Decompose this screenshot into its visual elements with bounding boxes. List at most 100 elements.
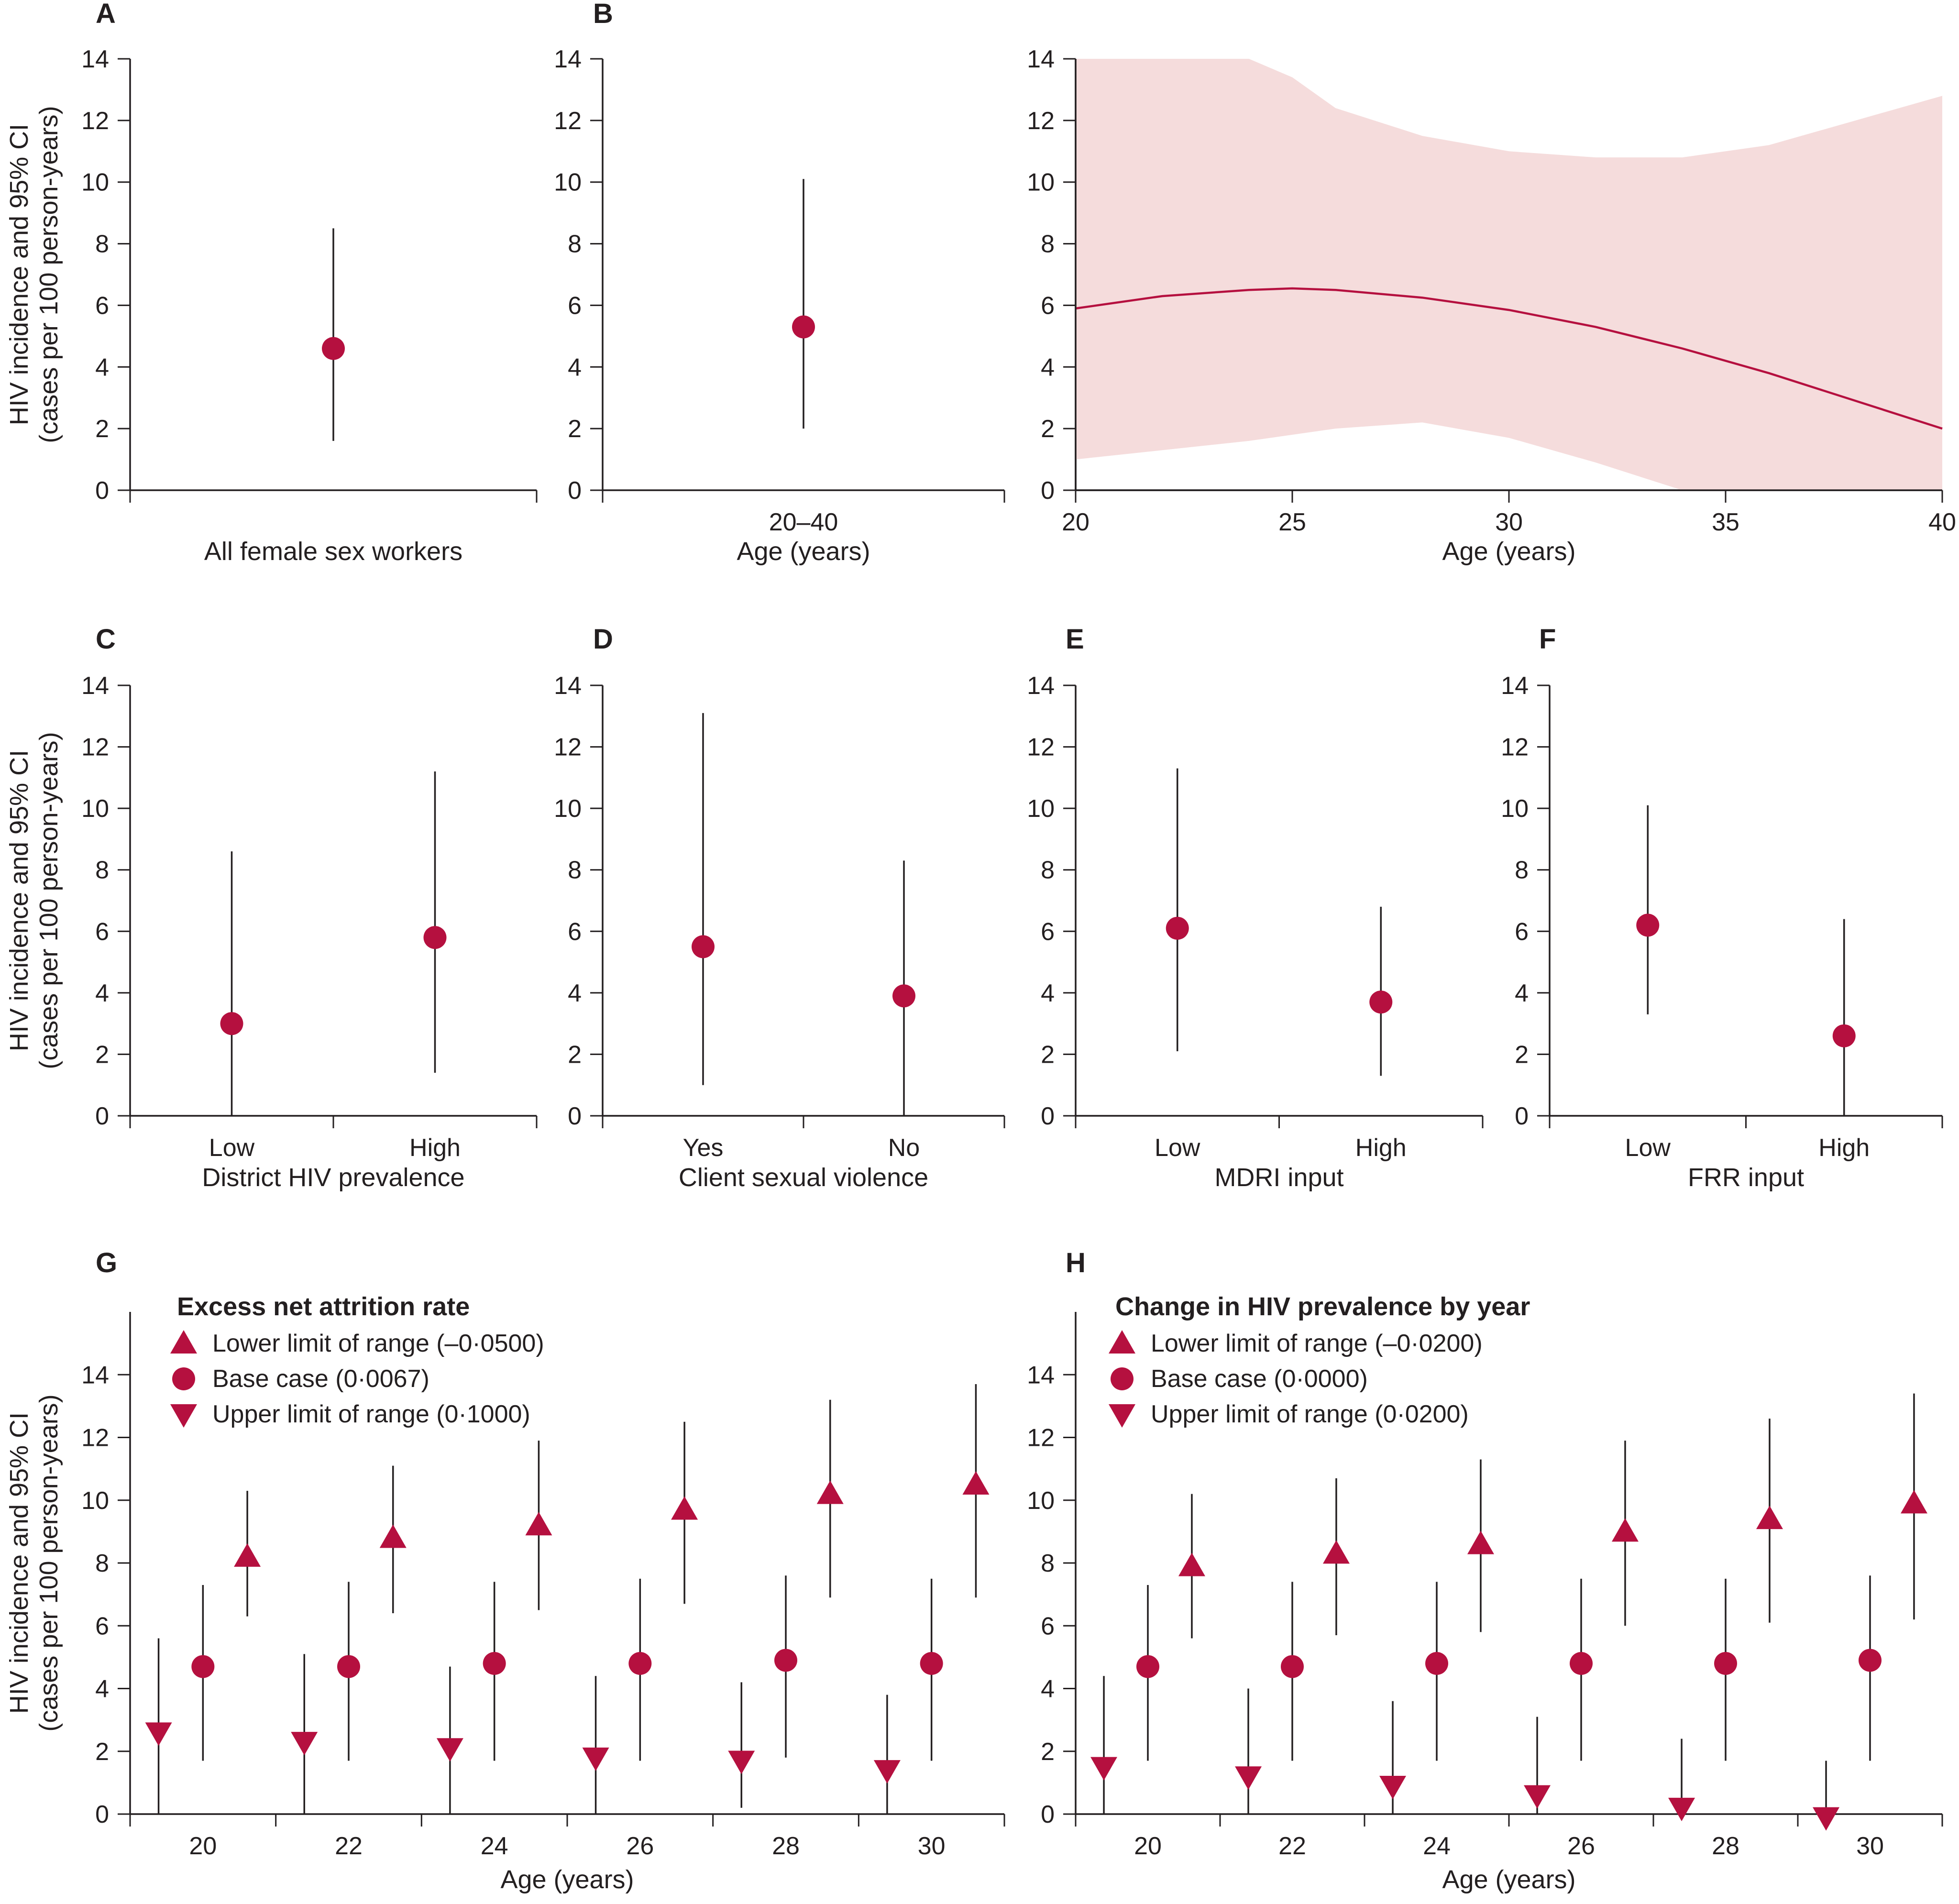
data-point-circle — [792, 315, 815, 339]
x-tick-label: 30 — [1856, 1832, 1884, 1860]
y-tick-label: 8 — [568, 857, 582, 884]
y-tick-label: 2 — [1041, 1738, 1055, 1766]
x-tick-label: 30 — [918, 1832, 946, 1860]
y-tick-label: 0 — [1041, 477, 1055, 505]
y-tick-label: 14 — [554, 672, 582, 700]
data-point-triangle-down — [1379, 1775, 1407, 1799]
y-tick-label: 2 — [1041, 1041, 1055, 1068]
data-point-circle — [1281, 1655, 1304, 1678]
x-tick-label: 26 — [1567, 1832, 1595, 1860]
y-tick-label: 4 — [95, 1675, 109, 1703]
y-tick-label: 6 — [1515, 918, 1529, 946]
data-point-triangle-down — [873, 1760, 901, 1784]
y-tick-label: 14 — [1501, 672, 1529, 700]
x-axis-label: MDRI input — [1214, 1163, 1343, 1192]
y-tick-label: 12 — [554, 734, 582, 761]
y-tick-label: 6 — [1041, 918, 1055, 946]
data-point-circle — [191, 1655, 215, 1678]
y-tick-label: 12 — [81, 1424, 109, 1452]
x-tick-label: 30 — [1495, 508, 1523, 536]
x-tick-label: Low — [1155, 1134, 1200, 1162]
x-axis-label: All female sex workers — [204, 537, 462, 566]
data-point-circle — [423, 926, 447, 949]
x-axis-label: Age (years) — [1442, 1865, 1575, 1894]
y-tick-label: 0 — [1515, 1102, 1529, 1130]
y-tick-label: 8 — [95, 857, 109, 884]
x-tick-label: 20 — [1062, 508, 1090, 536]
x-tick-label: 25 — [1278, 508, 1306, 536]
legend-item-label: Upper limit of range (0·1000) — [212, 1400, 530, 1428]
data-point-circle — [774, 1649, 797, 1672]
y-tick-label: 8 — [1041, 857, 1055, 884]
panel-e: 0 2 4 6 8 10 12 14 E MDRI input Low High — [1027, 624, 1484, 1192]
panel-f: 0 2 4 6 8 10 12 14 F FRR input Low High — [1501, 624, 1943, 1192]
y-tick-label: 0 — [1041, 1102, 1055, 1130]
y-tick-label: 10 — [554, 795, 582, 823]
y-tick-label: 0 — [95, 1102, 109, 1130]
data-point-circle — [1369, 991, 1393, 1014]
data-point-triangle-down — [582, 1747, 609, 1771]
y-axis-label: HIV incidence and 95% CI(cases per 100 p… — [5, 1394, 63, 1731]
y-tick-label: 12 — [1027, 734, 1055, 761]
legend-marker-triangle-down — [170, 1404, 197, 1428]
legend-marker-triangle-up — [170, 1330, 197, 1354]
data-point-triangle-up — [1611, 1518, 1639, 1542]
y-tick-label: 2 — [1041, 415, 1055, 443]
data-point-circle — [337, 1655, 360, 1678]
data-point-circle — [628, 1652, 652, 1675]
incidence-line — [1075, 287, 1943, 430]
x-tick-label: 28 — [772, 1832, 800, 1860]
data-point-circle — [1859, 1649, 1882, 1672]
y-tick-label: 6 — [95, 1612, 109, 1640]
y-tick-label: 14 — [81, 45, 109, 73]
x-tick-label: High — [1818, 1134, 1870, 1162]
panel-letter: G — [96, 1247, 117, 1278]
x-axis-label: FRR input — [1688, 1163, 1804, 1192]
x-axis-label: Client sexual violence — [679, 1163, 928, 1192]
y-axis-label-line: HIV incidence and 95% CI — [5, 1412, 33, 1714]
data-point-circle — [322, 337, 345, 360]
y-tick-label: 12 — [554, 107, 582, 135]
panel-a: 0 2 4 6 8 10 12 14 A HIV incidence and 95% CI(cas… — [5, 0, 538, 566]
panel-letter: D — [593, 624, 613, 655]
panel-letter: F — [1539, 624, 1556, 655]
y-tick-label: 0 — [95, 477, 109, 505]
y-tick-label: 8 — [1041, 1550, 1055, 1577]
panel-letter: A — [96, 0, 116, 29]
y-axis-label-line: (cases per 100 person-years) — [34, 1394, 63, 1731]
data-point-circle — [1636, 913, 1660, 937]
legend-marker-circle — [1111, 1367, 1134, 1390]
data-point-triangle-up — [1178, 1552, 1205, 1576]
y-axis-label-line: HIV incidence and 95% CI — [5, 124, 33, 425]
data-point-triangle-up — [525, 1512, 552, 1536]
legend-item-label: Lower limit of range (–0·0500) — [212, 1330, 544, 1357]
y-tick-label: 10 — [1027, 795, 1055, 823]
x-tick-label: 26 — [626, 1832, 654, 1860]
y-tick-label: 10 — [1027, 1487, 1055, 1515]
x-tick-label: No — [888, 1134, 920, 1162]
data-point-triangle-up — [962, 1471, 990, 1495]
x-tick-label: Low — [1625, 1134, 1671, 1162]
data-point-circle — [1425, 1652, 1448, 1675]
x-tick-label: High — [1355, 1134, 1407, 1162]
data-point-triangle-up — [1756, 1506, 1783, 1530]
x-tick-label: 20 — [1134, 1832, 1162, 1860]
y-tick-label: 0 — [95, 1801, 109, 1828]
data-point-circle — [1570, 1652, 1593, 1675]
data-point-circle — [920, 1652, 943, 1675]
y-tick-label: 6 — [95, 918, 109, 946]
y-tick-label: 12 — [81, 107, 109, 135]
data-point-triangle-down — [1235, 1766, 1262, 1790]
data-point-circle — [1166, 916, 1189, 940]
data-point-circle — [692, 935, 715, 958]
data-point-triangle-up — [816, 1480, 844, 1504]
data-point-triangle-up — [379, 1524, 407, 1548]
y-tick-label: 4 — [95, 353, 109, 381]
x-axis-label: District HIV prevalence — [202, 1163, 464, 1192]
y-tick-label: 8 — [1041, 231, 1055, 258]
y-tick-label: 0 — [568, 477, 582, 505]
x-tick-label: 28 — [1712, 1832, 1739, 1860]
y-tick-label: 12 — [1027, 107, 1055, 135]
